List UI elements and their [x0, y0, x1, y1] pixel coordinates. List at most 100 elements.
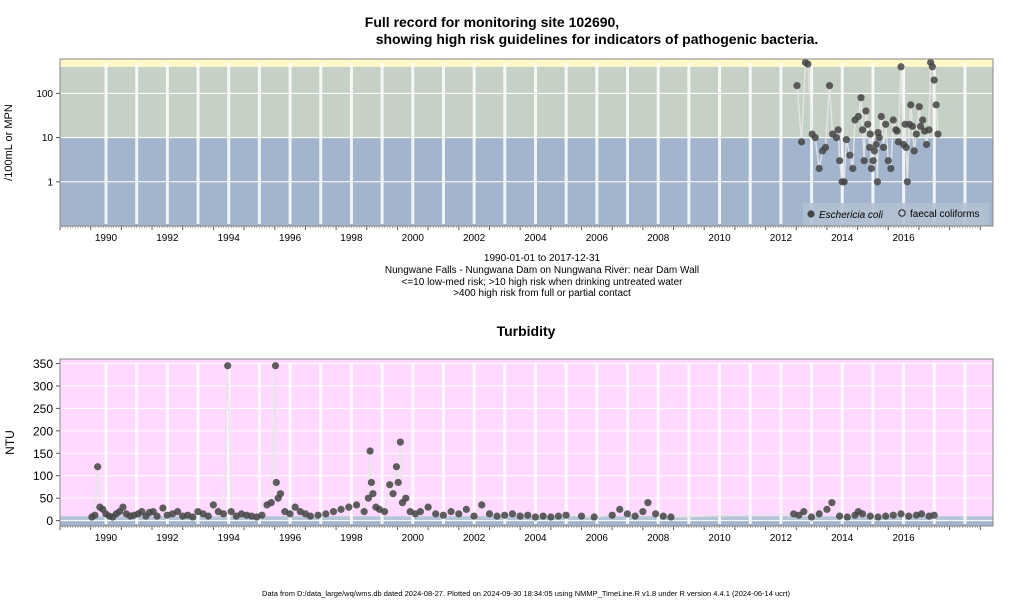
data-point: [872, 140, 880, 149]
data-point: [554, 512, 562, 520]
data-point: [531, 513, 540, 521]
chart-subtitle: showing high risk guidelines for indicat…: [375, 31, 819, 47]
x-tick-label: 2014: [831, 533, 854, 544]
data-point: [306, 512, 314, 520]
data-point: [173, 508, 182, 516]
data-point: [873, 178, 882, 186]
data-point: [854, 112, 862, 121]
legend-faecal-label: faecal coliforms: [910, 209, 979, 220]
panel-bacteria: 1990 1992 1994 1996 1998 2000 2002 2004 2006 2008…: [3, 58, 998, 244]
data-point: [840, 178, 848, 186]
data-point: [524, 511, 532, 519]
data-point: [897, 63, 905, 71]
data-point: [386, 481, 394, 489]
data-point: [797, 138, 806, 146]
y-tick-label: 250: [33, 402, 53, 416]
data-point: [893, 127, 901, 135]
data-point: [402, 494, 410, 502]
data-point: [815, 164, 823, 173]
data-point: [866, 512, 874, 520]
data-point: [842, 136, 850, 144]
data-point: [424, 503, 432, 511]
data-point: [562, 511, 570, 519]
data-point: [858, 510, 867, 518]
x-tick-label: 1992: [156, 233, 179, 244]
data-point: [846, 151, 854, 159]
data-point: [879, 143, 888, 152]
data-point: [867, 164, 876, 173]
data-point: [905, 512, 913, 520]
data-point: [874, 513, 882, 521]
data-point: [912, 130, 920, 138]
x-tick-label: 2016: [892, 533, 915, 544]
data-point: [478, 501, 486, 509]
data-point: [631, 512, 639, 520]
data-point: [91, 511, 99, 519]
data-point: [875, 133, 883, 142]
x-tick-label: 2004: [524, 533, 547, 544]
data-point: [389, 490, 397, 498]
data-point: [392, 463, 401, 471]
data-point: [902, 143, 910, 152]
y-tick-label: 50: [40, 492, 54, 506]
x-tick-label: 2016: [892, 233, 915, 244]
x-tick-label: 2006: [586, 533, 609, 544]
x-tick-label: 2010: [708, 533, 731, 544]
y-tick-label: 100: [36, 89, 53, 100]
risk-band-1: [60, 66, 993, 138]
data-point: [857, 94, 865, 102]
x-tick-label: 2014: [831, 233, 854, 244]
legend-ecoli-label: Eschericia coli: [819, 210, 884, 221]
data-point: [884, 157, 892, 165]
data-point: [870, 147, 879, 155]
caption-risk-drinking: <=10 low-med risk; >10 high risk when dr…: [401, 277, 683, 288]
data-point: [832, 133, 841, 142]
legend: Eschericia coli faecal coliforms: [803, 203, 989, 225]
x-tick-label: 1994: [218, 533, 241, 544]
data-point: [345, 503, 353, 511]
data-point: [887, 164, 895, 173]
data-point: [917, 510, 926, 518]
data-point: [919, 116, 927, 124]
data-point: [795, 511, 803, 519]
x-tick-label: 2000: [402, 233, 425, 244]
data-point: [623, 510, 631, 518]
data-point: [928, 63, 937, 71]
data-point: [836, 512, 844, 520]
risk-band-0: [60, 520, 993, 526]
data-point: [866, 130, 874, 138]
data-point: [608, 511, 616, 519]
x-tick-label: 2008: [647, 533, 670, 544]
data-point: [930, 511, 938, 519]
data-point: [396, 438, 404, 446]
x-tick-label: 2006: [586, 233, 609, 244]
data-point: [922, 140, 931, 149]
x-tick-label: 1990: [95, 233, 118, 244]
legend-ecoli-marker: [807, 210, 815, 218]
data-point: [864, 120, 872, 128]
data-point: [258, 511, 266, 519]
data-point: [843, 513, 851, 521]
data-point: [455, 510, 463, 518]
data-point: [364, 494, 372, 502]
data-point: [934, 130, 942, 138]
data-point: [337, 505, 345, 513]
data-point: [276, 490, 285, 498]
data-point: [204, 512, 212, 520]
data-point: [360, 508, 368, 516]
data-point: [516, 512, 524, 520]
data-point: [652, 510, 660, 518]
x-tick-label: 1994: [218, 233, 241, 244]
data-point: [267, 499, 275, 507]
data-point: [869, 157, 877, 165]
x-tick-label: 2012: [770, 533, 793, 544]
data-point: [804, 60, 812, 68]
x-tick-label: 1996: [279, 533, 302, 544]
data-point: [910, 147, 918, 155]
caption-site-name: Nungwane Falls - Nungwana Dam on Nungwan…: [384, 265, 700, 276]
data-point: [930, 76, 938, 84]
legend-faecal-marker: [898, 209, 906, 217]
data-point: [889, 511, 897, 519]
x-tick-label: 1998: [340, 533, 363, 544]
